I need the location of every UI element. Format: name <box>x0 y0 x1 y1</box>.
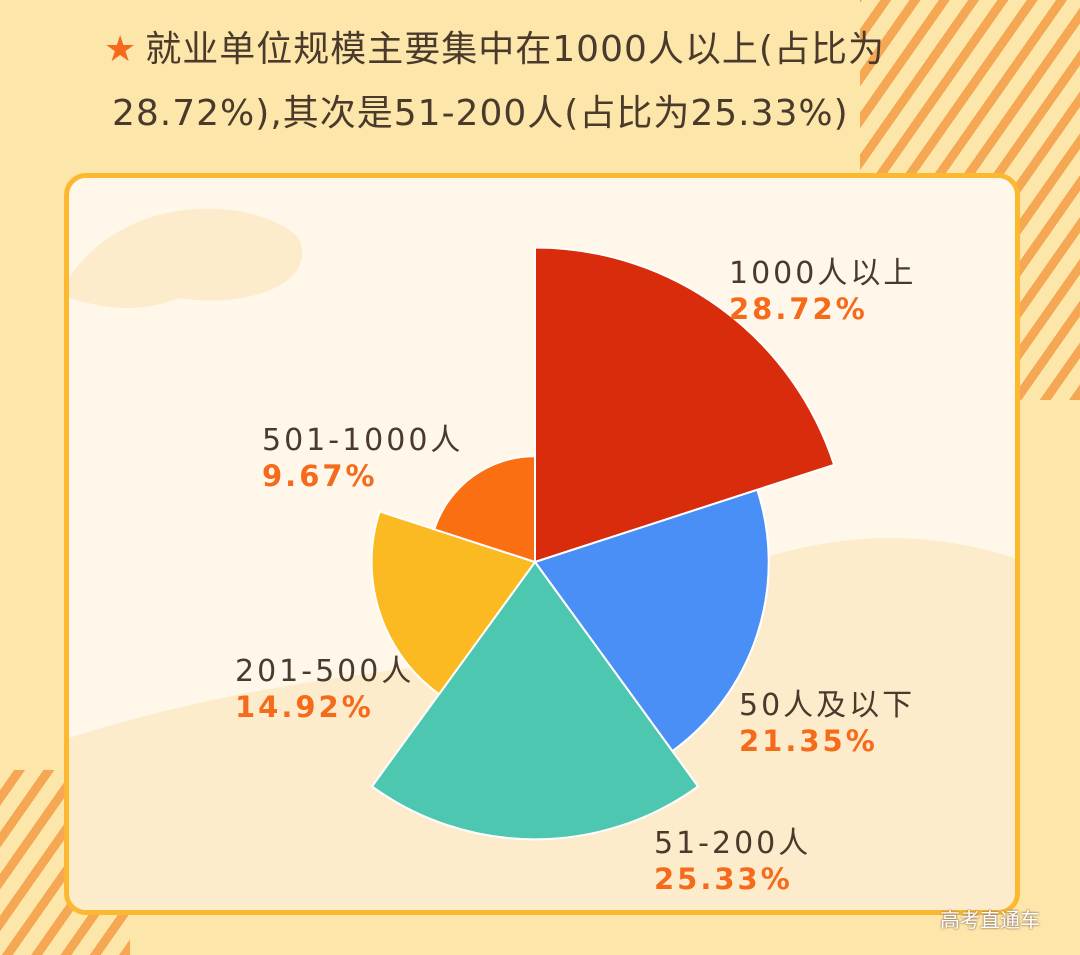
slice-category-3: 201-500人 <box>235 654 415 689</box>
rose-chart <box>69 208 1015 910</box>
slice-percent-3: 14.92% <box>235 690 374 724</box>
slice-1 <box>533 488 770 753</box>
slice-3 <box>370 510 537 696</box>
watermark: 高考直通车 <box>940 908 1040 932</box>
slice-0 <box>534 246 836 564</box>
slice-label-1: 50人及以下 21.35% <box>739 680 915 758</box>
heading-text-1: 就业单位规模主要集中在1000人以上(占比为 <box>145 29 885 70</box>
heading-line-1: ★ 就业单位规模主要集中在1000人以上(占比为 <box>104 18 992 82</box>
slice-label-4: 501-1000人 9.67% <box>262 415 463 493</box>
slice-percent-0: 28.72% <box>729 292 868 326</box>
slice-2 <box>370 560 700 841</box>
slice-category-2: 51-200人 <box>654 826 812 861</box>
page-heading: ★ 就业单位规模主要集中在1000人以上(占比为 28.72%),其次是51-20… <box>104 18 992 146</box>
slice-label-3: 201-500人 14.92% <box>235 646 414 724</box>
chart-panel: 1000人以上 28.72% 50人及以下 21.35% 51-200人 25.33% 20… <box>64 173 1020 915</box>
slice-percent-4: 9.67% <box>262 459 378 493</box>
slice-4 <box>433 455 536 564</box>
slice-category-1: 50人及以下 <box>739 688 916 723</box>
star-icon: ★ <box>104 29 138 70</box>
heading-line-2: 28.72%),其次是51-200人(占比为25.33%) <box>112 93 849 134</box>
decorative-cloud <box>69 208 303 309</box>
slice-label-0: 1000人以上 28.72% <box>729 248 916 326</box>
slice-percent-1: 21.35% <box>739 724 878 758</box>
slice-category-4: 501-1000人 <box>262 423 464 458</box>
slice-label-2: 51-200人 25.33% <box>654 818 811 896</box>
slice-category-0: 1000人以上 <box>729 256 917 291</box>
slice-percent-2: 25.33% <box>654 862 793 896</box>
